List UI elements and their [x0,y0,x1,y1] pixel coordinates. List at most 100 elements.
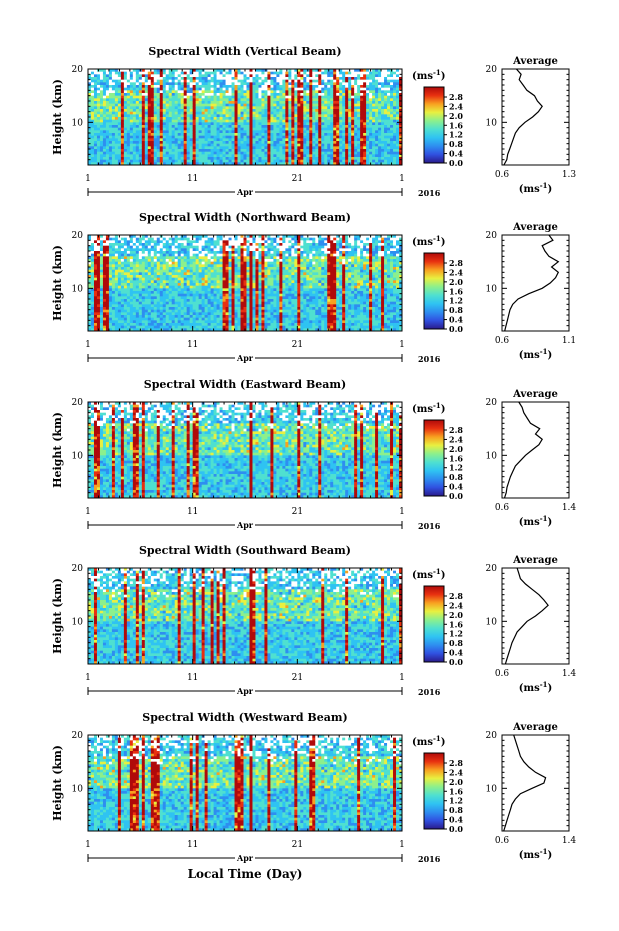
heatmap-cell [183,154,188,158]
heatmap-cell [204,125,209,129]
heatmap-cell [330,149,334,153]
heatmap-cell [225,103,229,107]
heatmap-cell [327,87,331,91]
heatmap-cell [174,119,179,123]
heatmap-cell [222,125,226,129]
heatmap-cell [88,122,92,126]
heatmap-cell [147,79,152,83]
heatmap-cell [159,71,164,75]
heatmap-cell [231,149,235,153]
heatmap-cell [399,127,403,131]
heatmap-cell [267,130,271,134]
heatmap-cell [351,114,355,118]
heatmap-cell [96,288,101,292]
heatmap-cell [171,157,176,161]
heatmap-cell [99,251,104,255]
heatmap-cell [165,251,170,255]
heatmap-cell [150,325,155,329]
heatmap-cell [357,98,361,102]
heatmap-cell [309,79,313,83]
heatmap-cell [228,103,232,107]
heatmap-cell [369,98,373,102]
heatmap-cell [165,267,170,271]
heatmap-cell [114,143,119,147]
heatmap-cell [252,151,256,155]
heatmap-cell [174,138,179,142]
heatmap-cell [360,77,364,81]
heatmap-cell [297,117,301,121]
heatmap-cell [111,299,116,303]
heatmap-cell [88,325,92,329]
heatmap-cell [105,293,110,297]
heatmap-cell [393,141,397,145]
heatmap-cell [375,103,379,107]
heatmap-cell [237,157,241,161]
heatmap-cell [240,151,244,155]
heatmap-cell [90,248,95,252]
heatmap-cell [372,135,376,139]
heatmap-cell [168,82,173,86]
heatmap-cell [261,98,265,102]
heatmap-cell [135,98,140,102]
heatmap-cell [156,307,161,311]
heatmap-cell [363,79,367,83]
heatmap-cell [135,261,140,265]
heatmap-cell [333,122,337,126]
heatmap-cell [126,130,131,134]
heatmap-cell [264,138,268,142]
heatmap-cell [312,85,316,89]
heatmap-cell [390,157,394,161]
heatmap-cell [132,109,137,113]
heatmap-cell [123,143,128,147]
heatmap-cell [204,87,209,91]
heatmap-cell [123,253,128,257]
heatmap-cell [246,79,250,83]
heatmap-cell [237,159,241,163]
heatmap-cell [192,117,197,121]
heatmap-cell [297,106,301,110]
colorbar-unit-base: (ms [412,71,433,82]
heatmap-cell [138,127,143,131]
heatmap-cell [210,101,214,105]
heatmap-cell [102,159,107,163]
heatmap-cell [126,82,131,86]
heatmap-cell [204,133,209,137]
heatmap-cell [225,90,229,94]
heatmap-cell [378,151,382,155]
heatmap-cell [309,135,313,139]
heatmap-cell [291,106,295,110]
heatmap-cell [168,93,173,97]
heatmap-cell [333,138,337,142]
heatmap-cell [147,93,152,97]
heatmap-cell [378,162,382,166]
heatmap-cell [93,240,98,244]
heatmap-cell [144,296,149,300]
heatmap-cell [111,264,116,268]
heatmap-cell [108,280,113,284]
heatmap-cell [240,111,244,115]
heatmap-cell [147,317,152,321]
heatmap-cell [165,325,170,329]
heatmap-cell [96,309,101,313]
heatmap-cell [186,125,191,129]
heatmap-cell [174,146,179,150]
heatmap-cell [162,138,167,142]
heatmap-cell [102,248,107,252]
heatmap-cell [219,77,223,81]
heatmap-cell [216,106,220,110]
heatmap-cell [204,130,209,134]
heatmap-cell [399,138,403,142]
heatmap-cell [279,106,283,110]
heatmap-cell [300,127,304,131]
heatmap-cell [396,151,400,155]
heatmap-cell [144,280,149,284]
heatmap-cell [99,256,104,260]
heatmap-cell [297,157,301,161]
heatmap-cell [141,77,146,81]
heatmap-cell [297,138,301,142]
heatmap-cell [177,141,182,145]
heatmap-cell [183,122,188,126]
heatmap-cell [255,133,259,137]
heatmap-cell [165,240,170,244]
heatmap-cell [339,117,343,121]
